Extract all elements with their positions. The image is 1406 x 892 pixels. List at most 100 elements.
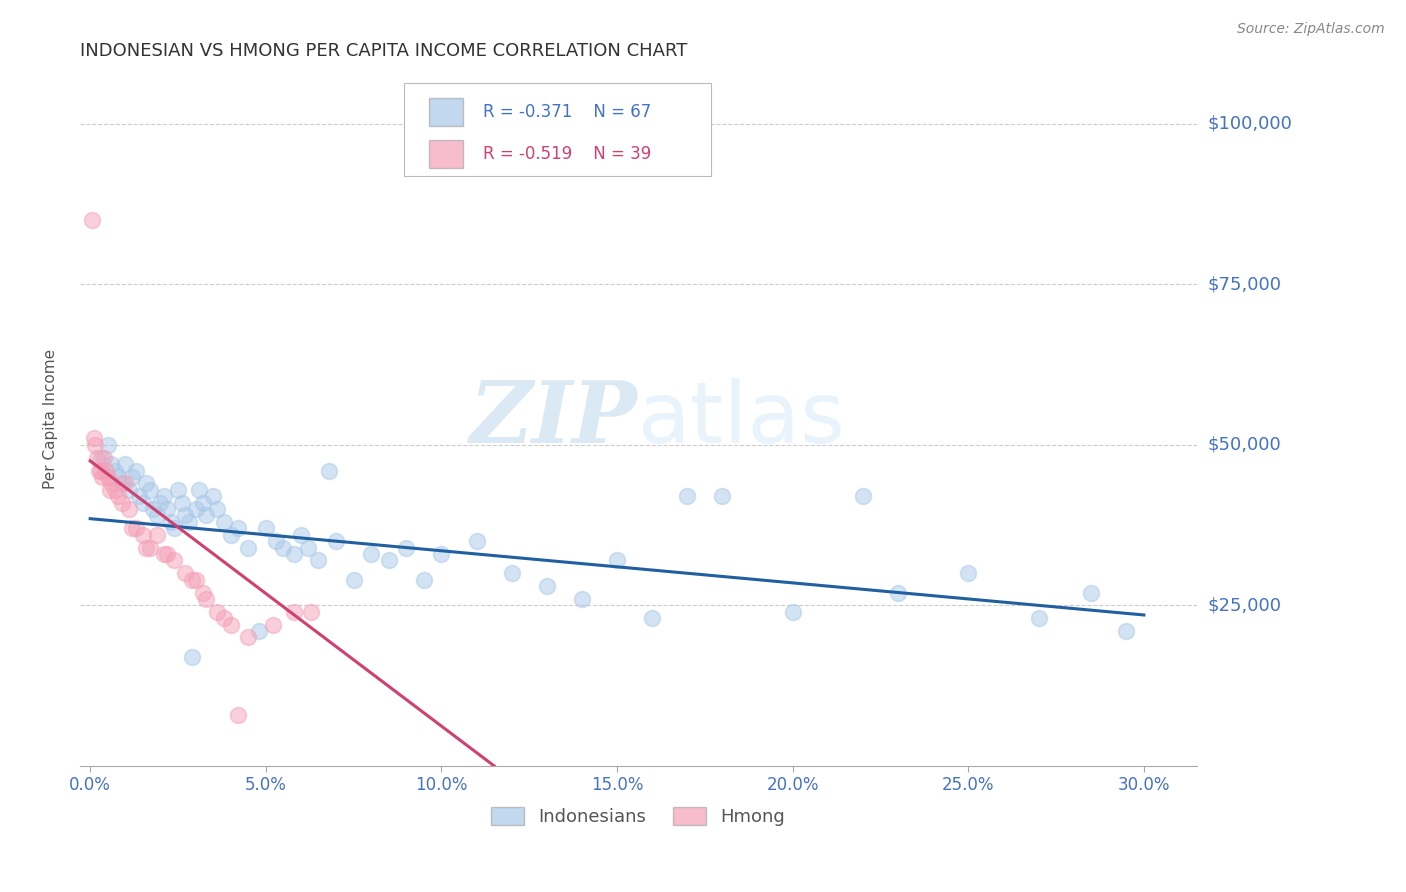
Point	[318, 463, 340, 477]
Point	[139, 483, 162, 497]
Point	[135, 541, 157, 555]
Point	[184, 502, 207, 516]
Point	[641, 611, 664, 625]
Text: $25,000: $25,000	[1208, 597, 1282, 615]
Point	[212, 515, 235, 529]
Point	[283, 605, 305, 619]
Point	[238, 541, 260, 555]
Point	[153, 547, 176, 561]
Point	[107, 489, 129, 503]
Point	[86, 450, 108, 465]
Point	[121, 470, 143, 484]
Text: INDONESIAN VS HMONG PER CAPITA INCOME CORRELATION CHART: INDONESIAN VS HMONG PER CAPITA INCOME CO…	[80, 42, 688, 60]
Point	[501, 566, 523, 581]
Point	[167, 483, 190, 497]
Point	[412, 573, 434, 587]
Point	[957, 566, 980, 581]
Point	[254, 521, 277, 535]
Point	[146, 508, 169, 523]
Point	[139, 541, 162, 555]
Text: $75,000: $75,000	[1208, 276, 1282, 293]
Point	[205, 502, 228, 516]
Point	[128, 489, 150, 503]
Point	[100, 457, 122, 471]
Bar	[429, 140, 463, 168]
Text: Source: ZipAtlas.com: Source: ZipAtlas.com	[1237, 22, 1385, 37]
Point	[142, 502, 165, 516]
Point	[132, 495, 155, 509]
Point	[606, 553, 628, 567]
Point	[297, 541, 319, 555]
Point	[325, 534, 347, 549]
Point	[360, 547, 382, 561]
Point	[262, 617, 284, 632]
Point	[1115, 624, 1137, 638]
Point	[202, 489, 225, 503]
Point	[219, 527, 242, 541]
Point	[111, 476, 134, 491]
Text: $50,000: $50,000	[1208, 436, 1281, 454]
Point	[191, 585, 214, 599]
Point	[174, 566, 197, 581]
Point	[536, 579, 558, 593]
Point	[107, 470, 129, 484]
Text: R = -0.519    N = 39: R = -0.519 N = 39	[482, 145, 651, 163]
Text: ZIP: ZIP	[470, 377, 638, 461]
Text: atlas: atlas	[638, 377, 846, 460]
Point	[83, 431, 105, 445]
Point	[238, 631, 260, 645]
Point	[91, 470, 114, 484]
Point	[90, 450, 112, 465]
Point	[852, 489, 875, 503]
Point	[226, 521, 249, 535]
Point	[97, 470, 120, 484]
Point	[219, 617, 242, 632]
Point	[118, 483, 141, 497]
Point	[90, 463, 112, 477]
Point	[114, 476, 136, 491]
Point	[100, 476, 122, 491]
Point	[273, 541, 295, 555]
Point	[84, 438, 107, 452]
Point	[377, 553, 399, 567]
Point	[118, 502, 141, 516]
Point	[170, 495, 193, 509]
Point	[80, 213, 103, 227]
Point	[181, 573, 204, 587]
Point	[114, 457, 136, 471]
Point	[132, 527, 155, 541]
Point	[98, 483, 121, 497]
Point	[156, 502, 179, 516]
Point	[782, 605, 804, 619]
Point	[266, 534, 288, 549]
Point	[1028, 611, 1050, 625]
Point	[153, 489, 176, 503]
Point	[290, 527, 312, 541]
Point	[308, 553, 330, 567]
Point	[283, 547, 305, 561]
Point	[887, 585, 910, 599]
Text: $100,000: $100,000	[1208, 115, 1292, 133]
Point	[104, 463, 127, 477]
Point	[184, 573, 207, 587]
Point	[226, 707, 249, 722]
Point	[571, 591, 593, 606]
Point	[195, 508, 218, 523]
Point	[181, 649, 204, 664]
Point	[195, 591, 218, 606]
Point	[395, 541, 418, 555]
Point	[1080, 585, 1102, 599]
Point	[205, 605, 228, 619]
Point	[676, 489, 699, 503]
Point	[125, 463, 148, 477]
Point	[94, 463, 117, 477]
Legend: Indonesians, Hmong: Indonesians, Hmong	[484, 799, 792, 833]
Point	[135, 476, 157, 491]
Point	[104, 483, 127, 497]
Point	[247, 624, 270, 638]
Text: R = -0.371    N = 67: R = -0.371 N = 67	[482, 103, 651, 121]
Y-axis label: Per Capita Income: Per Capita Income	[44, 349, 58, 489]
Point	[146, 527, 169, 541]
Point	[125, 521, 148, 535]
Point	[711, 489, 734, 503]
